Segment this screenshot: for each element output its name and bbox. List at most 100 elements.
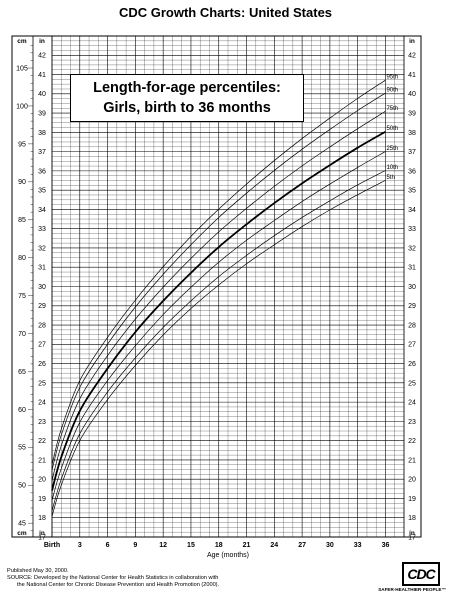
y-tick-in-left: 37 (38, 149, 46, 156)
right-in-unit-label-top: in (409, 38, 415, 45)
chart-title-box: Length-for-age percentiles: Girls, birth… (70, 74, 304, 122)
y-tick-in-right: 26 (408, 361, 416, 368)
x-tick-label: 6 (106, 542, 110, 549)
percentile-label-75th: 75th (386, 106, 398, 112)
y-tick-in-left: 27 (38, 342, 46, 349)
y-tick-in-right: 28 (408, 322, 416, 329)
y-tick-in-right: 27 (408, 342, 416, 349)
source-line-2: the National Center for Chronic Disease … (17, 582, 220, 588)
y-tick-cm: 65 (18, 369, 26, 376)
curve-75th (51, 110, 386, 481)
chart-frame (11, 35, 422, 538)
y-tick-cm: 85 (18, 217, 26, 224)
y-tick-in-left: 38 (38, 130, 46, 137)
y-tick-in-right: 36 (408, 168, 416, 175)
y-tick-in-left: 24 (38, 400, 46, 407)
y-tick-in-right: 25 (408, 380, 416, 387)
cm-unit-label-top: cm (17, 38, 27, 45)
cdc-logo-mark: CDC (402, 562, 440, 586)
percentile-label-95th: 95th (386, 75, 398, 81)
y-tick-in-left: 19 (38, 496, 46, 503)
y-tick-cm: 60 (18, 407, 26, 414)
chart-curves (51, 79, 386, 517)
chart-title: Length-for-age percentiles: (93, 80, 281, 96)
x-tick-label: 24 (270, 542, 278, 549)
y-tick-cm: 105 (16, 65, 28, 72)
y-tick-cm: 75 (18, 293, 26, 300)
curve-5th (51, 179, 386, 517)
y-tick-in-right: 42 (408, 53, 416, 60)
y-tick-in-left: 17 (38, 534, 46, 541)
percentile-label-90th: 90th (386, 88, 398, 94)
y-tick-cm: 45 (18, 521, 26, 528)
y-tick-cm: 70 (18, 331, 26, 338)
curve-50th (51, 130, 386, 491)
y-tick-in-left: 39 (38, 110, 46, 117)
x-tick-label: 12 (159, 542, 167, 549)
footer: Published May 30, 2000. SOURCE: Develope… (7, 568, 219, 589)
y-tick-in-left: 29 (38, 303, 46, 310)
y-tick-in-right: 38 (408, 130, 416, 137)
y-tick-in-right: 30 (408, 284, 416, 291)
x-tick-label: 36 (382, 542, 390, 549)
inner-in-unit-label-bottom: in (39, 530, 45, 537)
chart-axes (11, 35, 422, 538)
y-tick-in-left: 32 (38, 245, 46, 252)
curve-10th (51, 170, 386, 512)
y-tick-in-right: 21 (408, 457, 416, 464)
percentile-label-10th: 10th (386, 165, 398, 171)
y-tick-in-right: 22 (408, 438, 416, 445)
curve-90th (51, 92, 386, 471)
y-tick-in-right: 37 (408, 149, 416, 156)
y-tick-in-left: 26 (38, 361, 46, 368)
x-tick-label: 3 (78, 542, 82, 549)
y-tick-in-left: 18 (38, 515, 46, 522)
right-in-unit-label-bottom: in (409, 530, 415, 537)
y-tick-in-right: 35 (408, 188, 416, 195)
y-tick-in-left: 22 (38, 438, 46, 445)
y-tick-cm: 95 (18, 141, 26, 148)
y-tick-in-right: 29 (408, 303, 416, 310)
cdc-logo-motto: SAFER·HEALTHIER·PEOPLE™ (378, 587, 446, 592)
y-tick-in-left: 23 (38, 419, 46, 426)
y-tick-in-left: 30 (38, 284, 46, 291)
y-tick-in-left: 34 (38, 207, 46, 214)
x-tick-label: 33 (354, 542, 362, 549)
curve-25th (51, 151, 386, 501)
y-tick-in-right: 20 (408, 477, 416, 484)
y-tick-in-right: 31 (408, 265, 416, 272)
chart-subtitle: Girls, birth to 36 months (103, 100, 271, 116)
percentile-label-25th: 25th (386, 146, 398, 152)
y-tick-in-left: 36 (38, 168, 46, 175)
x-axis-label: Age (months) (207, 552, 249, 559)
x-tick-label: 9 (133, 542, 137, 549)
y-tick-cm: 100 (16, 103, 28, 110)
y-tick-in-left: 28 (38, 322, 46, 329)
inner-in-unit-label-top: in (39, 38, 45, 45)
y-tick-in-left: 25 (38, 380, 46, 387)
y-tick-in-right: 23 (408, 419, 416, 426)
y-tick-in-left: 21 (38, 457, 46, 464)
x-tick-label: 15 (187, 542, 195, 549)
x-tick-label: Birth (44, 542, 60, 549)
y-tick-in-left: 33 (38, 226, 46, 233)
y-tick-in-left: 20 (38, 477, 46, 484)
source-line-1: SOURCE: Developed by the National Center… (7, 575, 219, 581)
y-tick-in-left: 35 (38, 188, 46, 195)
page-title: CDC Growth Charts: United States (118, 5, 333, 20)
curve-95th (51, 79, 386, 465)
y-tick-cm: 50 (18, 483, 26, 490)
chart-labels: cm cm in in in in 45 50 55 60 65 70 75 80 85 90 95 100 105… (16, 38, 416, 559)
y-tick-in-right: 34 (408, 207, 416, 214)
y-tick-in-right: 18 (408, 515, 416, 522)
x-tick-label: 27 (298, 542, 306, 549)
y-tick-in-right: 24 (408, 400, 416, 407)
x-tick-label: 18 (215, 542, 223, 549)
y-tick-cm: 55 (18, 445, 26, 452)
y-tick-in-left: 40 (38, 91, 46, 98)
y-tick-cm: 80 (18, 255, 26, 262)
y-tick-in-right: 41 (408, 72, 416, 79)
y-tick-in-left: 41 (38, 72, 46, 79)
y-tick-cm: 90 (18, 179, 26, 186)
